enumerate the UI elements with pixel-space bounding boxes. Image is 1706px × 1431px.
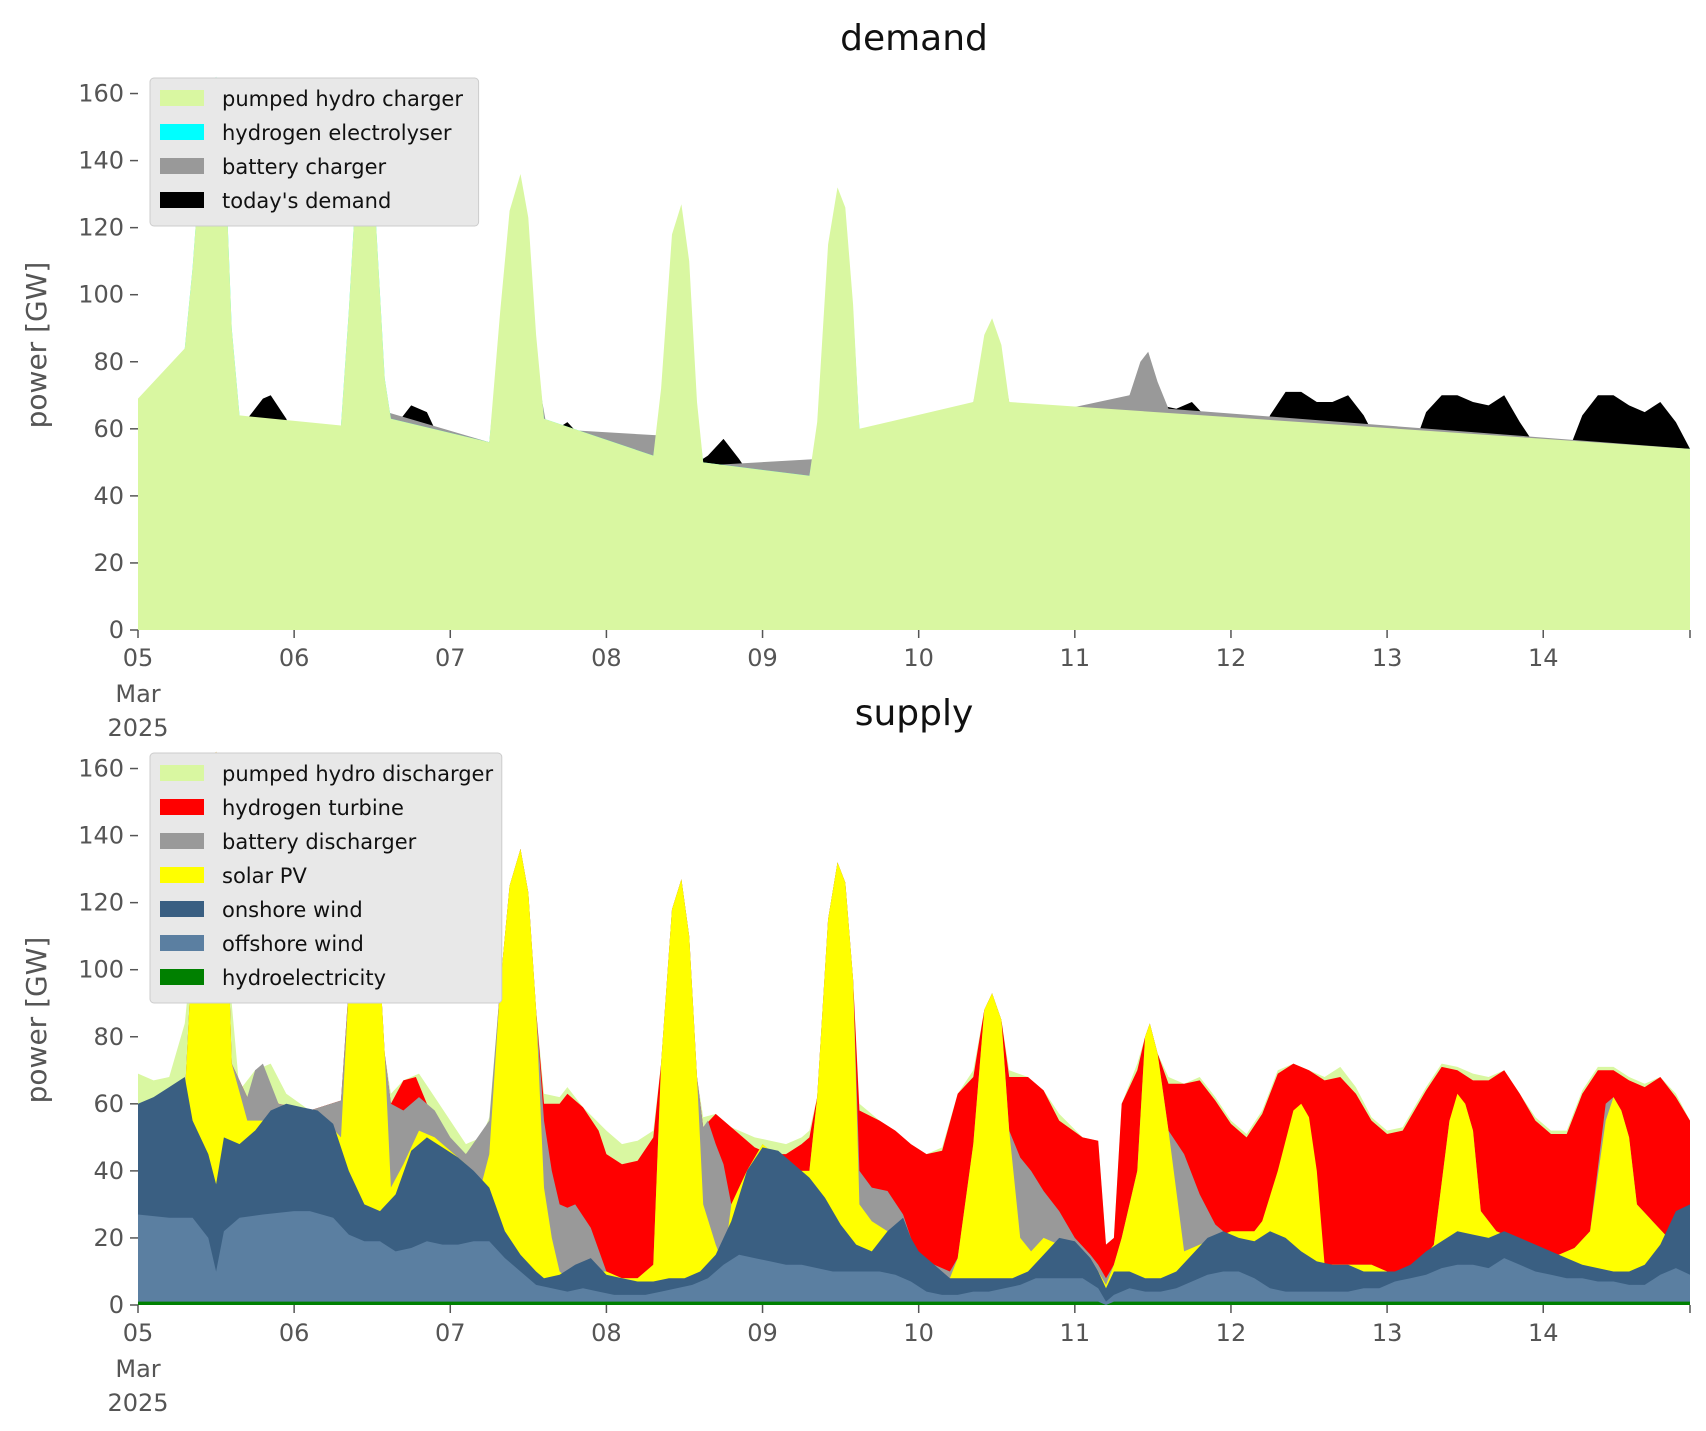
y-tick-label: 80 bbox=[93, 1023, 124, 1051]
legend-label: today's demand bbox=[222, 189, 391, 213]
legend-swatch-solar-pv bbox=[160, 867, 204, 883]
area-hydroelectricity bbox=[138, 1301, 1690, 1305]
y-axis-label: power [GW] bbox=[20, 262, 53, 429]
x-tick-label: 07 bbox=[435, 644, 466, 672]
legend-swatch-hydroelectricity bbox=[160, 969, 204, 985]
axes: 0 20 40 60 80 100 120 140 160 05 06 07 08 09 10 11 12 13 1… bbox=[78, 755, 1691, 1417]
x-tick-label: 11 bbox=[1060, 1319, 1091, 1347]
x-tick-label: 10 bbox=[903, 1319, 934, 1347]
x-tick-label: 10 bbox=[903, 644, 934, 672]
x-tick-label: 08 bbox=[591, 1319, 622, 1347]
y-tick-label: 120 bbox=[78, 889, 124, 917]
y-axis-label: power [GW] bbox=[20, 937, 53, 1104]
x-tick-label: 09 bbox=[747, 1319, 778, 1347]
x-tick-label: 12 bbox=[1216, 1319, 1247, 1347]
y-tick-label: 20 bbox=[93, 1224, 124, 1252]
x-tick-label: 13 bbox=[1372, 1319, 1403, 1347]
x-tick-sublabel: Mar bbox=[115, 680, 160, 708]
y-tick-label: 120 bbox=[78, 214, 124, 242]
area-offshore-wind bbox=[138, 1211, 1690, 1305]
area-series-group bbox=[138, 751, 1690, 1305]
x-tick-label: 13 bbox=[1372, 644, 1403, 672]
legend: pumped hydro discharger hydrogen turbine b… bbox=[149, 752, 503, 1004]
y-tick-label: 0 bbox=[109, 616, 124, 644]
area-series-group bbox=[138, 76, 1690, 631]
legend-label: offshore wind bbox=[222, 932, 364, 956]
y-tick-label: 20 bbox=[93, 549, 124, 577]
axes: 0 20 40 60 80 100 120 140 160 05 06 07 08 09 10 11 12 13 1… bbox=[78, 80, 1691, 742]
legend-swatch-today-s-demand bbox=[160, 192, 204, 208]
x-tick-label: 05 bbox=[123, 644, 154, 672]
legend-label: hydrogen electrolyser bbox=[222, 121, 452, 145]
y-tick-label: 100 bbox=[78, 956, 124, 984]
y-tick-label: 0 bbox=[109, 1291, 124, 1319]
legend-label: hydroelectricity bbox=[222, 966, 386, 990]
y-tick-label: 160 bbox=[78, 755, 124, 783]
x-tick-label: 14 bbox=[1528, 644, 1559, 672]
x-tick-label: 06 bbox=[279, 1319, 310, 1347]
legend-swatch-hydrogen-electrolyser bbox=[160, 124, 204, 140]
legend: pumped hydro charger hydrogen electrolyse… bbox=[149, 77, 480, 227]
legend-swatch-hydrogen-turbine bbox=[160, 799, 204, 815]
area-pumped-hydro-charger bbox=[138, 76, 1690, 631]
legend-box bbox=[149, 752, 503, 1004]
area-solar-pv bbox=[138, 751, 1690, 1305]
legend-label: onshore wind bbox=[222, 898, 363, 922]
legend-label: solar PV bbox=[222, 864, 307, 888]
legend-label: hydrogen turbine bbox=[222, 796, 404, 820]
legend-label: pumped hydro charger bbox=[222, 87, 463, 111]
y-tick-label: 60 bbox=[93, 1090, 124, 1118]
x-tick-sublabel: 2025 bbox=[107, 1389, 168, 1417]
chart-title: supply bbox=[855, 693, 974, 734]
legend-swatch-pumped-hydro-discharger bbox=[160, 765, 204, 781]
y-tick-label: 80 bbox=[93, 348, 124, 376]
y-tick-label: 40 bbox=[93, 482, 124, 510]
chart-title: demand bbox=[840, 18, 988, 59]
legend-box bbox=[149, 77, 480, 227]
demand-panel: demand power [GW] 0204060801001201401600… bbox=[20, 18, 1691, 742]
x-tick-label: 06 bbox=[279, 644, 310, 672]
y-tick-label: 40 bbox=[93, 1157, 124, 1185]
x-tick-label: 09 bbox=[747, 644, 778, 672]
x-tick-label: 14 bbox=[1528, 1319, 1559, 1347]
legend-label: pumped hydro discharger bbox=[222, 762, 493, 786]
x-tick-label: 11 bbox=[1060, 644, 1091, 672]
legend-swatch-offshore-wind bbox=[160, 935, 204, 951]
legend-label: battery charger bbox=[222, 155, 387, 179]
y-tick-label: 100 bbox=[78, 281, 124, 309]
y-tick-label: 140 bbox=[78, 147, 124, 175]
supply-panel: supply power [GW] 0204060801001201401600… bbox=[20, 693, 1691, 1417]
legend-swatch-onshore-wind bbox=[160, 901, 204, 917]
x-tick-sublabel: 2025 bbox=[107, 714, 168, 742]
x-tick-sublabel: Mar bbox=[115, 1355, 160, 1383]
x-tick-label: 08 bbox=[591, 644, 622, 672]
legend-swatch-battery-charger bbox=[160, 158, 204, 174]
legend-swatch-battery-discharger bbox=[160, 833, 204, 849]
y-tick-label: 160 bbox=[78, 80, 124, 108]
legend-swatch-pumped-hydro-charger bbox=[160, 90, 204, 106]
y-tick-label: 140 bbox=[78, 822, 124, 850]
legend-label: battery discharger bbox=[222, 830, 417, 854]
x-tick-label: 07 bbox=[435, 1319, 466, 1347]
y-tick-label: 60 bbox=[93, 415, 124, 443]
x-tick-label: 12 bbox=[1216, 644, 1247, 672]
x-tick-label: 05 bbox=[123, 1319, 154, 1347]
